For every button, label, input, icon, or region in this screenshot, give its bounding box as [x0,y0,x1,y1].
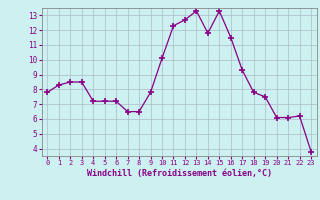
X-axis label: Windchill (Refroidissement éolien,°C): Windchill (Refroidissement éolien,°C) [87,169,272,178]
